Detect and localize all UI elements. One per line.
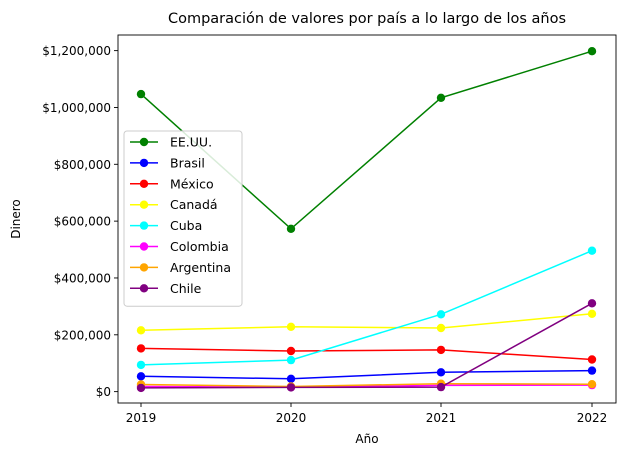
legend-label: Canadá (170, 197, 218, 212)
y-axis-label: Dinero (9, 199, 23, 239)
data-point (286, 224, 296, 233)
data-point (436, 382, 446, 392)
data-point (587, 380, 597, 389)
legend-marker (139, 221, 149, 230)
data-point (136, 372, 146, 381)
data-point (286, 346, 296, 356)
series-layer (136, 47, 597, 393)
legend-label: EE.UU. (170, 135, 212, 150)
y-tick-label: $800,000 (54, 158, 111, 172)
data-point (136, 360, 146, 370)
plot-frame (117, 34, 617, 404)
data-point (136, 344, 146, 353)
legend-label: México (170, 176, 214, 191)
data-point (436, 93, 446, 103)
data-point (587, 47, 597, 56)
data-point (136, 326, 146, 335)
series-line-2 (140, 347, 593, 361)
legend-marker (139, 263, 149, 272)
data-point (587, 246, 597, 255)
legend-label: Brasil (170, 155, 205, 170)
series-line-7 (140, 302, 593, 389)
series-line-4 (140, 250, 593, 366)
y-tick-label: $0 (96, 385, 111, 399)
data-point (286, 322, 296, 331)
chart-title: Comparación de valores por país a lo lar… (168, 11, 566, 27)
series-line-6 (140, 382, 593, 388)
x-tick-label: 2019 (126, 411, 157, 425)
series-line-3 (140, 313, 593, 332)
data-point (587, 299, 597, 308)
axes-layer: 2019 2020 2021 2022 $0 $200,000 $400,000 $600,0… (42, 34, 617, 425)
data-point (286, 355, 296, 365)
series-line-5 (140, 384, 593, 388)
y-tick-label: $1,000,000 (42, 101, 111, 115)
legend-marker (139, 242, 149, 251)
legend-marker (139, 158, 149, 168)
legend-marker (139, 179, 149, 188)
data-point (587, 366, 597, 375)
legend-label: Colombia (170, 239, 229, 254)
y-tick-label: $1,200,000 (42, 44, 111, 58)
y-tick-label: $200,000 (54, 328, 111, 342)
legend-marker (139, 284, 149, 293)
x-tick-label: 2020 (276, 411, 307, 425)
x-axis-label: Año (355, 432, 378, 446)
y-tick-label: $400,000 (54, 271, 111, 285)
data-point (136, 383, 146, 393)
legend-box (123, 130, 243, 307)
x-tick-label: 2022 (577, 411, 608, 425)
legend-marker (139, 200, 149, 209)
data-point (587, 309, 597, 318)
legend-label: Cuba (170, 218, 202, 233)
data-point (436, 345, 446, 355)
y-tick-label: $600,000 (54, 215, 111, 229)
legend-marker (139, 137, 149, 147)
legend-label: Chile (170, 281, 202, 296)
data-point (587, 355, 597, 364)
series-line-1 (140, 369, 593, 380)
x-tick-label: 2021 (426, 411, 457, 425)
data-point (286, 383, 296, 392)
data-point (436, 368, 446, 377)
legend-label: Argentina (170, 260, 231, 275)
data-point (286, 374, 296, 383)
legend: EE.UU. Brasil México Canadá Cuba Colombia Arge… (123, 130, 243, 307)
data-point (436, 323, 446, 333)
data-point (136, 89, 146, 99)
data-point (436, 310, 446, 319)
